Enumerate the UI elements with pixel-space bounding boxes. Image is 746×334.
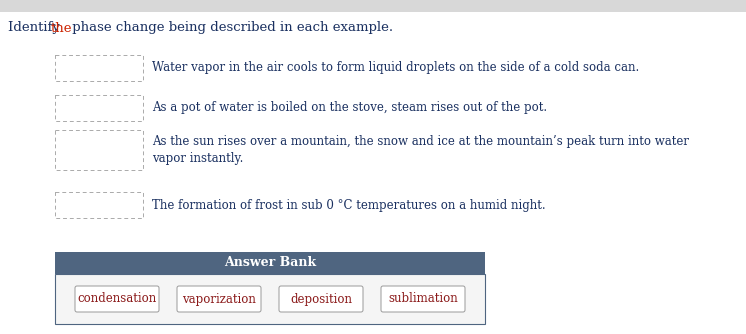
Text: vaporization: vaporization [182, 293, 256, 306]
FancyBboxPatch shape [381, 286, 465, 312]
Text: phase change being described in each example.: phase change being described in each exa… [68, 21, 393, 34]
Text: Answer Bank: Answer Bank [224, 257, 316, 270]
Bar [55, 130, 143, 170]
Text: The formation of frost in sub 0 °C temperatures on a humid night.: The formation of frost in sub 0 °C tempe… [152, 198, 545, 211]
Text: condensation: condensation [78, 293, 157, 306]
Text: sublimation: sublimation [388, 293, 458, 306]
Bar [55, 55, 143, 81]
Text: deposition: deposition [290, 293, 352, 306]
FancyBboxPatch shape [75, 286, 159, 312]
Bar [55, 252, 485, 274]
Text: the: the [51, 21, 72, 34]
Text: As the sun rises over a mountain, the snow and ice at the mountain’s peak turn i: As the sun rises over a mountain, the sn… [152, 135, 689, 165]
Text: Identify: Identify [8, 21, 64, 34]
FancyBboxPatch shape [177, 286, 261, 312]
Bar [55, 95, 143, 121]
Bar [55, 192, 143, 218]
Bar [55, 274, 485, 324]
Text: As a pot of water is boiled on the stove, steam rises out of the pot.: As a pot of water is boiled on the stove… [152, 102, 547, 115]
Text: Water vapor in the air cools to form liquid droplets on the side of a cold soda : Water vapor in the air cools to form liq… [152, 61, 639, 74]
FancyBboxPatch shape [279, 286, 363, 312]
